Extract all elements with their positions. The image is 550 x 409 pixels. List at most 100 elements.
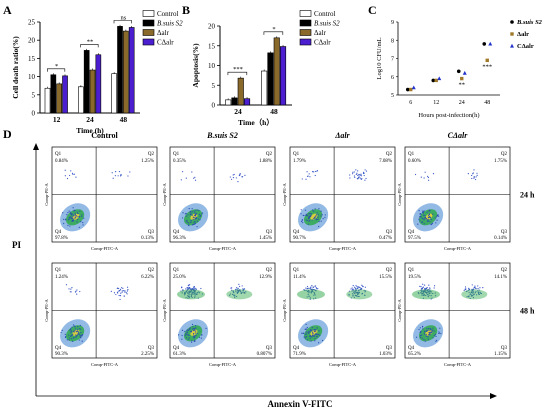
event-dot	[190, 331, 192, 333]
event-dot	[195, 287, 197, 289]
event-dot	[76, 218, 79, 221]
bar	[83, 50, 90, 114]
event-dot	[239, 174, 241, 176]
q3-label: Q3	[148, 230, 155, 235]
event-dot	[426, 219, 428, 221]
event-dot	[422, 286, 425, 288]
event-dot	[433, 334, 436, 337]
event-dot	[309, 337, 311, 339]
event-dot	[318, 208, 320, 210]
q1-value: 11.4%	[293, 275, 306, 280]
event-dot	[243, 288, 246, 290]
event-dot	[188, 334, 190, 337]
event-dot	[62, 212, 64, 214]
event-dot	[468, 287, 470, 290]
event-dot	[82, 224, 84, 226]
event-dot	[312, 171, 314, 173]
event-dot	[232, 290, 234, 293]
event-dot	[427, 176, 429, 179]
y-tick-label: 10	[28, 73, 36, 81]
event-dot	[71, 217, 73, 219]
event-dot	[75, 290, 77, 292]
legend-label: Δalr	[314, 29, 327, 37]
event-dot	[192, 224, 194, 226]
event-dot	[181, 287, 183, 289]
event-dot	[359, 174, 361, 176]
event-dot	[418, 328, 420, 331]
event-dot	[474, 292, 476, 294]
event-dot	[80, 337, 82, 339]
event-dot	[421, 334, 423, 336]
bar	[273, 37, 280, 106]
event-dot	[463, 289, 465, 292]
event-dot	[193, 328, 196, 330]
event-dot	[71, 286, 73, 289]
event-dot	[306, 335, 308, 338]
event-dot	[126, 286, 129, 288]
event-dot	[464, 288, 466, 290]
bar	[237, 77, 244, 106]
q1-label: Q1	[55, 152, 62, 157]
plot-x-label: Comp-FITC-A	[209, 246, 237, 251]
event-dot	[429, 328, 431, 330]
x-tick-label: 48	[484, 100, 490, 106]
q2-label: Q2	[266, 268, 273, 273]
event-dot	[429, 333, 431, 335]
event-dot	[307, 213, 309, 215]
legend-label: B.suis S2	[516, 19, 543, 26]
event-dot	[429, 332, 431, 334]
event-dot	[353, 289, 355, 291]
event-dot	[351, 287, 353, 289]
q3-value: 0.14%	[494, 236, 507, 241]
event-dot	[430, 219, 432, 221]
data-point	[485, 58, 489, 63]
q1-value: 19.5%	[408, 275, 421, 280]
bar	[225, 99, 232, 106]
event-dot	[243, 292, 245, 294]
event-dot	[195, 330, 197, 332]
event-dot	[185, 333, 187, 335]
legend-label: Δalr	[517, 31, 529, 38]
event-dot	[476, 172, 478, 174]
event-dot	[67, 211, 69, 214]
event-dot	[193, 336, 195, 339]
event-dot	[240, 292, 243, 295]
event-dot	[188, 284, 190, 286]
event-dot	[304, 333, 307, 335]
event-dot	[360, 175, 362, 177]
event-dot	[118, 294, 120, 297]
event-dot	[78, 226, 80, 228]
event-dot	[309, 176, 311, 178]
plot-y-label: Comp-PE-A	[282, 182, 287, 205]
event-dot	[418, 209, 420, 212]
event-dot	[193, 340, 195, 342]
event-dot	[233, 294, 235, 297]
event-dot	[192, 218, 194, 221]
event-dot	[425, 218, 428, 220]
event-dot	[421, 288, 423, 290]
event-dot	[314, 217, 316, 219]
event-dot	[190, 219, 192, 222]
event-dot	[429, 216, 431, 218]
event-dot	[473, 293, 475, 296]
event-dot	[66, 214, 68, 216]
event-dot	[74, 214, 76, 216]
q1-value: 25.0%	[173, 275, 186, 280]
event-dot	[306, 215, 309, 217]
event-dot	[68, 288, 70, 290]
data-point	[405, 87, 410, 92]
event-dot	[353, 175, 356, 177]
q3-label: Q3	[266, 230, 273, 235]
event-dot	[235, 177, 237, 179]
event-dot	[321, 339, 324, 342]
column-header: Δalr	[334, 131, 350, 140]
event-dot	[472, 172, 474, 174]
event-dot	[360, 173, 362, 175]
event-dot	[233, 173, 235, 176]
event-dot	[318, 225, 320, 228]
event-dot	[311, 285, 313, 287]
event-dot	[72, 173, 74, 175]
event-dot	[356, 178, 359, 180]
event-dot	[432, 173, 435, 175]
event-dot	[362, 171, 365, 173]
